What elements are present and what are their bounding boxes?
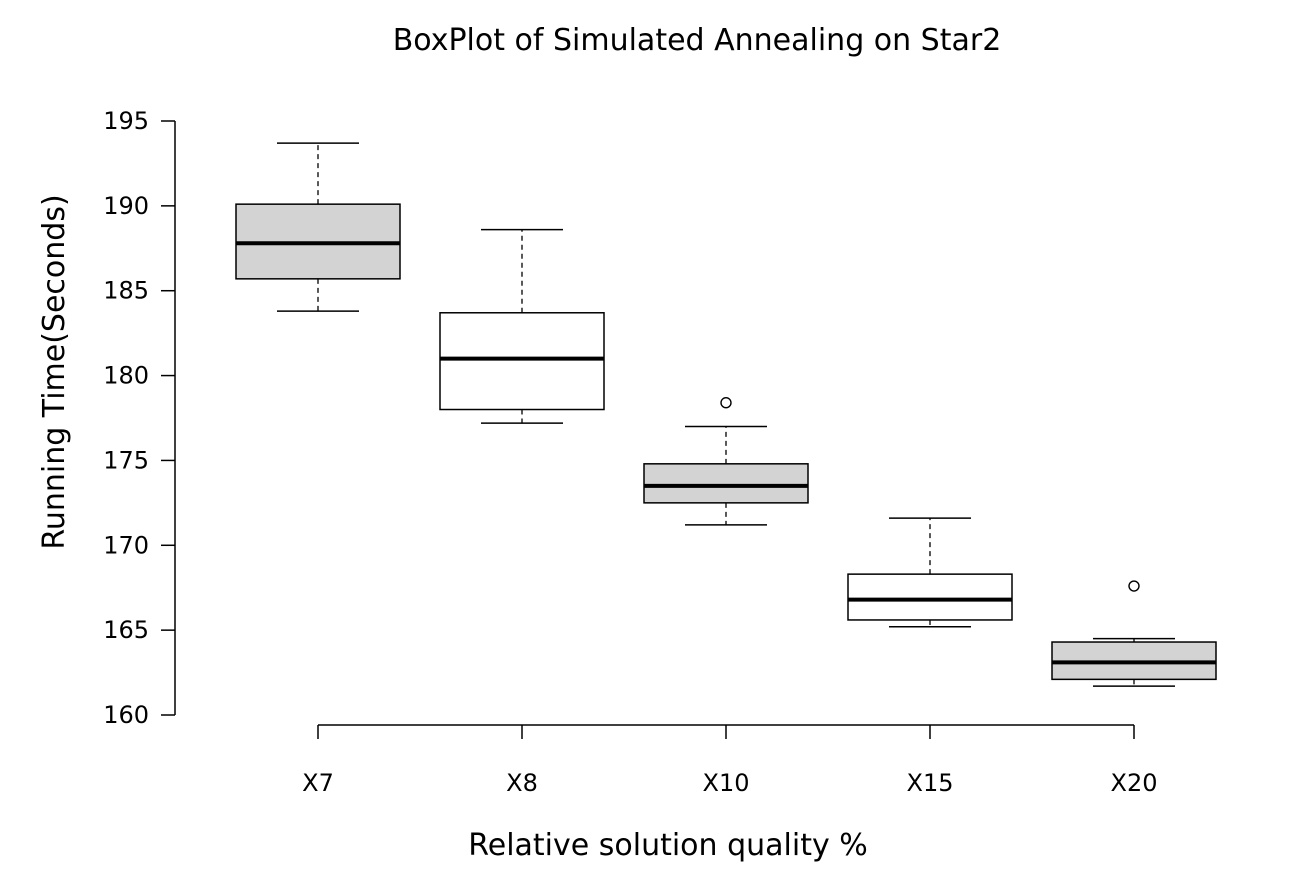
box-body <box>643 463 809 504</box>
x-tick-label: X15 <box>907 769 954 797</box>
x-tick-label: X8 <box>506 769 538 797</box>
y-tick-label: 185 <box>103 277 149 305</box>
y-axis: 160 165 170 175 180 185 190 195 <box>103 107 176 729</box>
x-tick-label: X10 <box>703 769 750 797</box>
y-axis-label: Running Time(Seconds) <box>37 194 72 549</box>
y-tick-label: 195 <box>103 107 149 135</box>
box-series <box>235 142 1217 687</box>
y-tick-label: 165 <box>103 616 149 644</box>
chart-title: BoxPlot of Simulated Annealing on Star2 <box>393 23 1002 58</box>
box-x7 <box>235 142 401 312</box>
box-x10 <box>643 397 809 526</box>
box-x20 <box>1051 580 1217 687</box>
y-tick-label: 170 <box>103 531 149 559</box>
y-tick-label: 180 <box>103 362 149 390</box>
box-body <box>847 573 1013 621</box>
outlier-point <box>720 397 732 409</box>
box-body <box>439 312 605 411</box>
y-tick-label: 160 <box>103 701 149 729</box>
x-axis-label: Relative solution quality % <box>468 828 868 863</box>
y-tick-label: 175 <box>103 446 149 474</box>
box-x15 <box>847 517 1013 628</box>
y-tick-label: 190 <box>103 192 149 220</box>
x-tick-label: X7 <box>302 769 334 797</box>
outlier-point <box>1128 580 1140 592</box>
x-axis: X7 X8 X10 X15 X20 <box>302 724 1158 797</box>
box-x8 <box>439 228 605 424</box>
x-tick-label: X20 <box>1111 769 1158 797</box>
